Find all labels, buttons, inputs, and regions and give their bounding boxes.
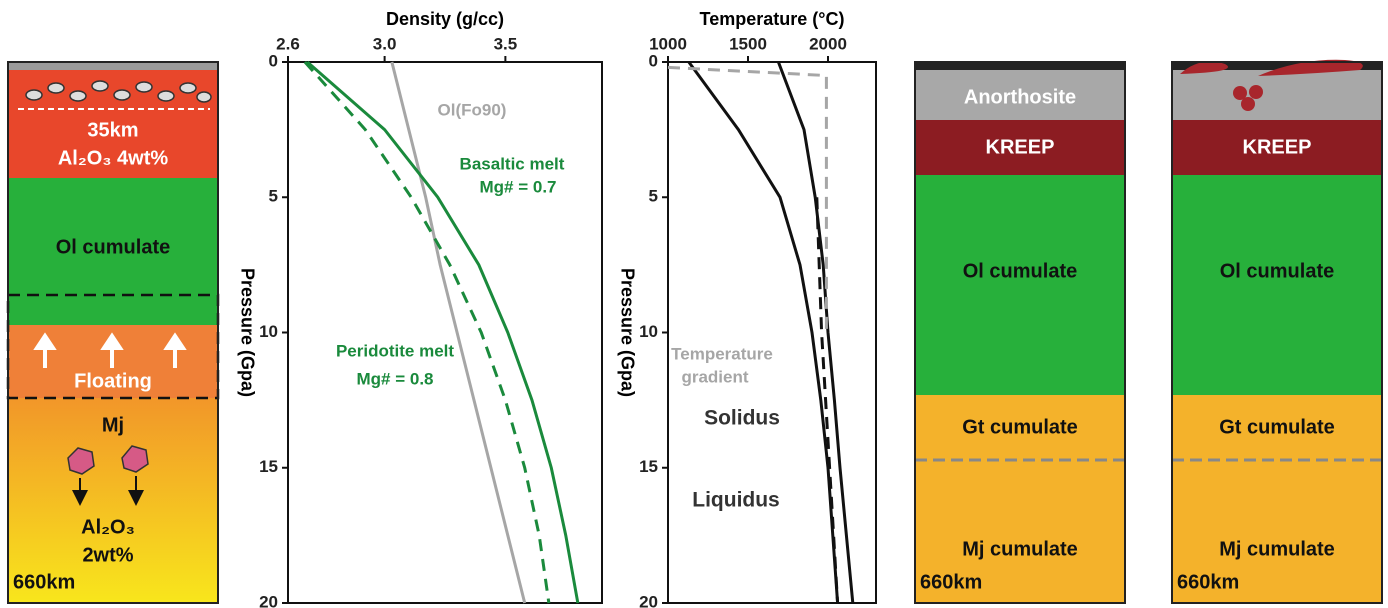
composition: Al₂O₃ 4wt% bbox=[58, 147, 169, 169]
mineral-label: Mj bbox=[102, 414, 124, 436]
annotation: Liquidus bbox=[692, 489, 780, 512]
annotation: Solidus bbox=[704, 407, 780, 430]
layer bbox=[915, 175, 1125, 395]
layer-label: Gt cumulate bbox=[1219, 416, 1335, 438]
y-axis-title: Pressure (Gpa) bbox=[617, 268, 637, 397]
layer-label: KREEP bbox=[1243, 136, 1312, 158]
y-tick-label: 5 bbox=[269, 187, 278, 206]
layer-label: Mj cumulate bbox=[1219, 538, 1335, 560]
depth-label: 35km bbox=[87, 119, 138, 141]
y-tick-label: 15 bbox=[259, 457, 278, 476]
layer bbox=[1172, 175, 1382, 395]
column-final: Anorthosite KREEP Ol cumulate Gt cumulat… bbox=[915, 62, 1125, 603]
annotation: gradient bbox=[681, 367, 748, 386]
layer-label: KREEP bbox=[986, 136, 1055, 158]
y-tick-label: 20 bbox=[259, 592, 278, 608]
layer-label: Ol cumulate bbox=[56, 236, 170, 258]
annotation: Temperature bbox=[671, 344, 773, 363]
x-tick-label: 2.6 bbox=[276, 34, 300, 53]
layer-label: Ol cumulate bbox=[1220, 260, 1334, 282]
process-label: Floating bbox=[74, 370, 152, 392]
annotation: Basaltic melt bbox=[460, 154, 565, 173]
x-tick-label: 3.0 bbox=[373, 34, 397, 53]
layer bbox=[8, 62, 218, 70]
composition: 2wt% bbox=[82, 544, 133, 566]
layer-label: Mj cumulate bbox=[962, 538, 1078, 560]
y-tick-label: 0 bbox=[269, 51, 278, 70]
base-label: 660km bbox=[1177, 571, 1239, 593]
composition: Al₂O₃ bbox=[81, 516, 135, 538]
figure: 35km Al₂O₃ 4wt% Ol cumulate Floating Mj … bbox=[0, 0, 1388, 608]
y-tick-label: 5 bbox=[649, 187, 658, 206]
plot-frame bbox=[288, 62, 602, 603]
layer bbox=[915, 62, 1125, 70]
y-tick-label: 10 bbox=[639, 322, 658, 341]
x-tick-label: 2000 bbox=[809, 34, 847, 53]
layer-label: Ol cumulate bbox=[963, 260, 1077, 282]
base-label: 660km bbox=[13, 571, 75, 593]
y-tick-label: 0 bbox=[649, 51, 658, 70]
column-initial: 35km Al₂O₃ 4wt% Ol cumulate Floating Mj … bbox=[8, 62, 218, 603]
y-tick-label: 15 bbox=[639, 457, 658, 476]
annotation: Peridotite melt bbox=[336, 341, 454, 360]
base-label: 660km bbox=[920, 571, 982, 593]
y-tick-label: 10 bbox=[259, 322, 278, 341]
x-tick-label: 3.5 bbox=[494, 34, 518, 53]
layer-label: Gt cumulate bbox=[962, 416, 1078, 438]
x-tick-label: 1500 bbox=[729, 34, 767, 53]
y-axis-title: Pressure (Gpa) bbox=[237, 268, 257, 397]
annotation: Mg# = 0.8 bbox=[356, 369, 433, 388]
x-axis-title: Density (g/cc) bbox=[386, 9, 504, 29]
x-axis-title: Temperature (°C) bbox=[700, 9, 845, 29]
column-overturn: KREEP Ol cumulate Gt cumulate Mj cumulat… bbox=[1172, 60, 1382, 603]
layer-label: Anorthosite bbox=[964, 86, 1076, 108]
layer bbox=[1172, 70, 1382, 120]
y-tick-label: 20 bbox=[639, 592, 658, 608]
annotation: Ol(Fo90) bbox=[438, 100, 507, 119]
annotation: Mg# = 0.7 bbox=[479, 177, 556, 196]
